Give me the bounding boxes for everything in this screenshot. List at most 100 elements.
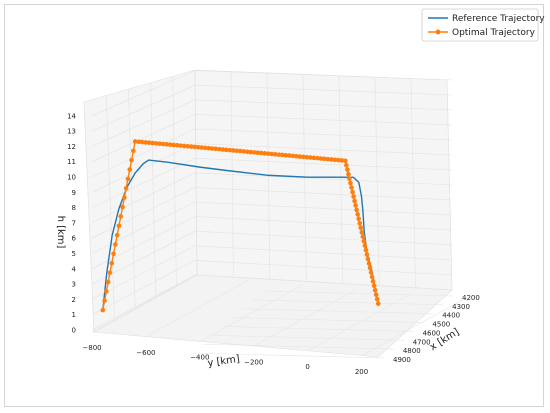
grid-line-z-right: [194, 230, 453, 246]
z-tick-label: 9: [72, 189, 76, 197]
y-tick-label: −800: [82, 344, 101, 352]
legend-box: [421, 8, 539, 42]
optimal-marker: [206, 145, 212, 151]
optimal-marker: [346, 171, 351, 177]
optimal-marker: [347, 176, 352, 181]
optimal-marker: [123, 185, 129, 191]
grid-line-x-floor: [192, 352, 385, 359]
grid-line-y-floor: [91, 274, 196, 333]
grid-line-z-left: [91, 70, 196, 117]
optimal-marker: [213, 146, 219, 152]
grid-line-y-wall: [83, 101, 95, 333]
grid-line-z-right: [194, 84, 453, 96]
optimal-marker: [348, 180, 353, 186]
grid-line-z-right: [194, 201, 453, 216]
optimal-marker: [276, 152, 282, 157]
optimal-marker: [104, 289, 109, 294]
x-tick-label: 4300: [452, 303, 470, 311]
grid-line-x-wall: [446, 79, 453, 291]
grid-line-x-floor: [252, 299, 444, 306]
grid-line-z-right: [194, 260, 453, 276]
optimal-marker: [349, 185, 354, 190]
optimal-marker: [343, 158, 348, 164]
grid-line-x-wall: [266, 72, 271, 280]
optimal-marker: [237, 148, 243, 154]
grid-line-z-left: [91, 143, 196, 193]
optimal-marker: [251, 150, 257, 155]
optimal-marker: [192, 144, 197, 150]
optimal-marker: [345, 167, 350, 172]
optimal-marker: [255, 150, 261, 156]
optimal-marker: [146, 140, 152, 146]
grid-line-z-right: [194, 99, 453, 111]
optimal-marker: [372, 287, 378, 293]
optimal-marker: [308, 155, 313, 160]
z-tick-label: 10: [67, 174, 76, 182]
grid-line-z-left: [91, 114, 196, 162]
grid-line-z-right: [194, 128, 453, 141]
grid-line-z-right: [194, 187, 453, 201]
optimal-marker: [304, 154, 310, 160]
optimal-marker: [373, 292, 379, 298]
optimal-marker: [329, 157, 334, 162]
optimal-marker: [315, 155, 320, 161]
optimal-marker: [279, 152, 285, 158]
optimal-marker: [362, 243, 368, 248]
x-tick-label: 4600: [423, 329, 441, 337]
optimal-marker: [216, 146, 222, 152]
y-axis-label: y [km]: [207, 354, 241, 369]
optimal-marker: [364, 252, 370, 257]
x-tick-label: 4500: [432, 321, 450, 329]
grid-line-z-left: [91, 157, 196, 208]
grid-line-z-left: [91, 84, 196, 132]
optimal-marker: [356, 216, 362, 222]
optimal-marker: [360, 234, 366, 239]
optimal-marker: [223, 147, 229, 153]
optimal-marker: [369, 274, 375, 280]
optimal-marker: [344, 162, 349, 168]
grid-line-y-floor: [199, 284, 303, 342]
grid-line-z-left: [91, 260, 196, 315]
z-tick-label: 6: [72, 235, 77, 243]
y-tick-label: −400: [190, 354, 209, 362]
grid-line-x-floor: [222, 326, 414, 332]
z-tick-label: 0: [72, 327, 76, 335]
optimal-marker: [332, 157, 338, 163]
grid-line-y-floor: [145, 279, 250, 338]
z-tick-label: 12: [67, 143, 76, 151]
optimal-marker: [100, 307, 106, 313]
optimal-marker: [209, 146, 215, 151]
optimal-marker: [311, 155, 317, 161]
optimal-marker: [160, 141, 166, 147]
z-tick-label: 3: [72, 281, 76, 289]
optimal-marker: [368, 270, 374, 275]
optimal-marker: [153, 141, 159, 146]
y-tick-label: −600: [136, 349, 155, 357]
series-group: [100, 139, 381, 313]
optimal-marker: [272, 152, 278, 157]
optimal-marker: [339, 158, 345, 163]
z-tick-label: 1: [72, 311, 76, 319]
grid-line-z-left: [91, 187, 196, 239]
optimal-marker: [109, 260, 115, 266]
optimal-marker: [265, 151, 271, 156]
grid-line-x-wall: [410, 78, 416, 288]
legend-label-optimal: Optimal Trajectory: [452, 28, 536, 38]
grid-line-z-right: [194, 245, 453, 261]
optimal-marker: [118, 214, 124, 219]
optimal-marker: [174, 143, 180, 148]
optimal-marker: [105, 279, 111, 285]
optimal-marker: [351, 194, 356, 199]
optimal-marker: [336, 157, 341, 163]
grid-line-z-right: [194, 216, 453, 231]
optimal-marker: [171, 142, 176, 148]
optimal-marker: [150, 140, 155, 146]
optimal-marker: [136, 139, 141, 145]
x-tick-label: 4800: [403, 347, 421, 355]
optimal-marker: [139, 139, 145, 145]
optimal-marker: [357, 220, 363, 226]
optimal-marker: [365, 256, 371, 262]
optimal-marker: [358, 225, 364, 231]
legend-label-reference: Reference Trajectory: [452, 14, 545, 24]
legend: Reference Trajectory Optimal Trajectory: [421, 8, 545, 42]
